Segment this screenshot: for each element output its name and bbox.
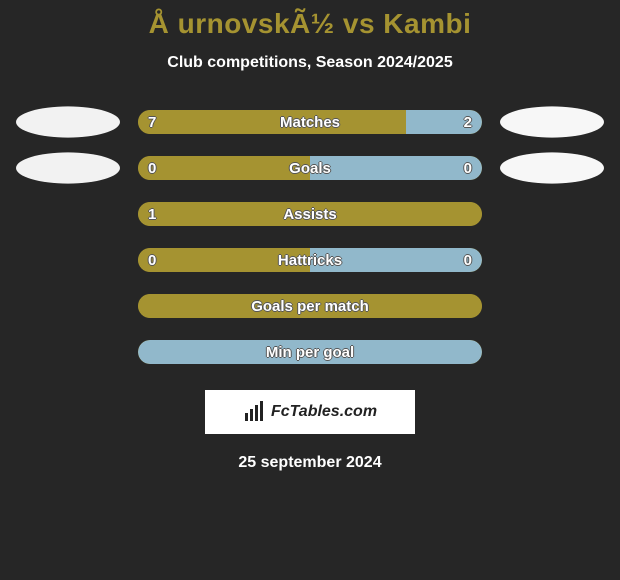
right-fill: [406, 110, 482, 134]
left-player-marker: [16, 106, 120, 137]
comparison-row: 00Goals: [0, 156, 620, 180]
footer-date: 25 september 2024: [238, 454, 381, 472]
comparison-row: Min per goal: [0, 340, 620, 364]
left-player-marker: [16, 152, 120, 183]
page-subtitle: Club competitions, Season 2024/2025: [167, 54, 452, 72]
right-player-marker: [500, 152, 604, 183]
comparison-row: 72Matches: [0, 110, 620, 134]
stat-bar: 00Goals: [138, 156, 482, 180]
stat-bar: 72Matches: [138, 110, 482, 134]
comparison-row: 00Hattricks: [0, 248, 620, 272]
right-player-marker: [500, 106, 604, 137]
brand-logo-icon: [243, 401, 265, 423]
left-fill: [138, 156, 310, 180]
right-fill: [310, 156, 482, 180]
left-fill: [138, 202, 482, 226]
left-fill: [138, 248, 310, 272]
page-title: Å urnovskÃ½ vs Kambi: [149, 8, 472, 40]
stat-bar: 1Assists: [138, 202, 482, 226]
comparison-row: Goals per match: [0, 294, 620, 318]
stat-bar: Goals per match: [138, 294, 482, 318]
left-fill: [138, 294, 482, 318]
left-fill: [138, 110, 406, 134]
right-fill: [310, 248, 482, 272]
right-fill: [138, 340, 482, 364]
brand-badge: FcTables.com: [205, 390, 415, 434]
comparison-row: 1Assists: [0, 202, 620, 226]
brand-text: FcTables.com: [271, 403, 377, 421]
stat-bar: 00Hattricks: [138, 248, 482, 272]
comparison-chart: 72Matches 00Goals 1Assists 00Hattricks Goals…: [0, 110, 620, 386]
stat-bar: Min per goal: [138, 340, 482, 364]
